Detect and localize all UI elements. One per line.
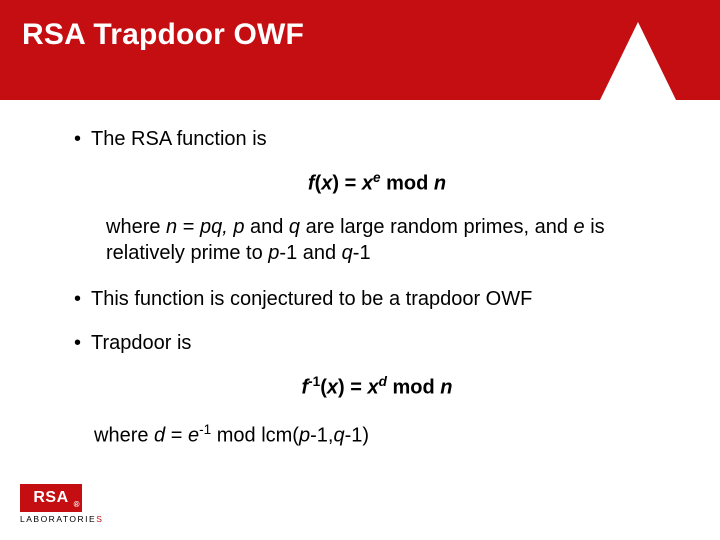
bullet-marker: •	[74, 330, 81, 356]
bullet-2-text: This function is conjectured to be a tra…	[91, 286, 532, 312]
f2-d: d	[379, 374, 387, 389]
wh2-a: where	[94, 425, 154, 447]
wh2-c: mod lcm(	[211, 425, 299, 447]
rsa-logo-text: RSA ®	[20, 484, 82, 512]
formula-2: f-1(x) = xd mod n	[74, 374, 680, 400]
wh2-m1: -1,	[310, 425, 333, 447]
wh1-n: n	[166, 216, 177, 238]
f2-x2: x	[368, 376, 379, 398]
wh2-inv: -1	[199, 422, 211, 437]
f2-eq: =	[345, 376, 368, 398]
f1-n: n	[434, 173, 446, 195]
wh1-m2: -1	[353, 242, 371, 264]
f1-eq: =	[339, 173, 362, 195]
f2-mod: mod	[387, 376, 440, 398]
slide-body: • The RSA function is f(x) = xe mod n wh…	[74, 126, 680, 469]
wh2-q: q	[333, 425, 344, 447]
wh1-a: where	[106, 216, 166, 238]
f1-e: e	[373, 170, 381, 185]
f1-mod: mod	[381, 173, 434, 195]
bullet-marker: •	[74, 286, 81, 312]
f2-x: x	[327, 376, 338, 398]
f2-inv: -1	[308, 374, 320, 389]
wh1-q2: q	[342, 242, 353, 264]
wh2-b: =	[165, 425, 188, 447]
logo-triangle-icon	[600, 22, 676, 100]
wh2-e: e	[188, 425, 199, 447]
bullet-marker: •	[74, 126, 81, 152]
logo-sub-b: S	[96, 514, 103, 524]
bullet-2: • This function is conjectured to be a t…	[74, 286, 680, 312]
bullet-3-text: Trapdoor is	[91, 330, 191, 356]
f2-n: n	[440, 376, 452, 398]
formula-1: f(x) = xe mod n	[74, 170, 680, 196]
wh2-m2: -1)	[345, 425, 369, 447]
slide: RSA Trapdoor OWF • The RSA function is f…	[0, 0, 720, 540]
logo-rsa: RSA	[33, 489, 68, 507]
f2-open: (	[320, 376, 327, 398]
f1-x2: x	[362, 173, 373, 195]
rsa-logo-sub: LABORATORIES	[20, 514, 103, 524]
wh1-p: p	[268, 242, 279, 264]
bullet-1-text: The RSA function is	[91, 126, 267, 152]
where-2: where d = e-1 mod lcm(p-1,q-1)	[94, 417, 680, 449]
wh2-p: p	[299, 425, 310, 447]
wh1-e: e	[574, 216, 585, 238]
f2-close: )	[338, 376, 345, 398]
wh1-b: =	[177, 216, 200, 238]
bullet-3: • Trapdoor is	[74, 330, 680, 356]
logo-reg: ®	[74, 500, 80, 509]
bullet-1: • The RSA function is	[74, 126, 680, 152]
wh1-q: q	[289, 216, 300, 238]
where-1: where n = pq, p and q are large random p…	[106, 214, 680, 266]
wh1-d: are large random primes, and	[300, 216, 573, 238]
f1-f: f	[308, 173, 315, 195]
f1-x: x	[321, 173, 332, 195]
wh1-c: and	[244, 216, 288, 238]
wh1-pq: pq, p	[200, 216, 244, 238]
rsa-logo: RSA ® LABORATORIES	[20, 484, 103, 524]
wh1-m1: -1 and	[279, 242, 341, 264]
logo-sub-a: LABORATORIE	[20, 514, 96, 524]
wh2-d: d	[154, 425, 165, 447]
rsa-logo-box: RSA ®	[20, 484, 103, 512]
slide-title: RSA Trapdoor OWF	[22, 18, 304, 52]
